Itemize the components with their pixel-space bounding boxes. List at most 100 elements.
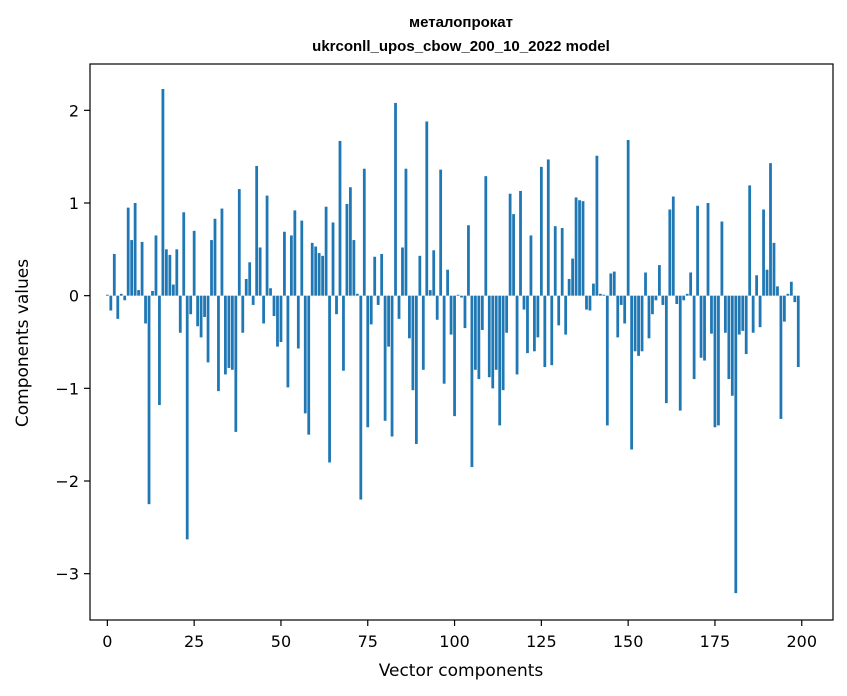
bar xyxy=(369,295,373,325)
bar xyxy=(501,295,505,391)
bar xyxy=(453,295,456,417)
bar xyxy=(189,295,193,315)
bar xyxy=(349,187,352,296)
bar xyxy=(293,210,297,296)
bar xyxy=(116,295,120,319)
plot-frame xyxy=(89,63,834,621)
bar xyxy=(592,283,595,296)
bar xyxy=(373,256,377,296)
bar xyxy=(658,265,661,296)
bar xyxy=(342,295,345,371)
bar xyxy=(394,102,397,296)
bar xyxy=(272,295,276,317)
bar xyxy=(477,295,481,380)
bar xyxy=(435,295,439,320)
bar xyxy=(664,295,668,404)
bar xyxy=(758,295,762,328)
x-axis-label: Vector components xyxy=(379,661,544,681)
bar xyxy=(105,294,109,296)
bar xyxy=(723,295,727,333)
bar xyxy=(772,242,776,296)
bar xyxy=(536,295,540,338)
bar xyxy=(192,230,196,296)
bar xyxy=(206,295,210,363)
bar xyxy=(158,295,161,406)
bar xyxy=(571,258,574,296)
bar xyxy=(331,222,335,296)
bar xyxy=(210,240,213,296)
bar xyxy=(553,226,557,296)
bar xyxy=(470,295,474,468)
bar xyxy=(505,295,509,333)
bar xyxy=(265,195,269,296)
bar xyxy=(244,278,248,296)
bar xyxy=(335,295,338,315)
bar xyxy=(609,273,613,296)
bar xyxy=(217,295,220,392)
bar xyxy=(730,295,734,396)
bar xyxy=(428,290,432,296)
bar xyxy=(397,295,401,319)
bar xyxy=(796,295,800,368)
bar xyxy=(269,288,272,296)
bar xyxy=(421,295,425,370)
bar xyxy=(519,190,522,296)
bar xyxy=(793,295,797,303)
bar xyxy=(616,295,620,338)
bar xyxy=(307,295,311,435)
bar xyxy=(262,295,265,324)
bar xyxy=(480,295,484,330)
bar xyxy=(713,295,717,428)
bar xyxy=(727,295,731,380)
bar xyxy=(324,206,328,296)
bar xyxy=(543,295,547,368)
y-tick-label: −1 xyxy=(55,379,79,398)
bar xyxy=(182,212,186,296)
x-tick-label: 125 xyxy=(526,632,557,651)
bar xyxy=(651,295,654,315)
bar xyxy=(769,163,772,296)
bar xyxy=(321,255,325,296)
bar xyxy=(703,295,706,361)
bar xyxy=(213,218,217,296)
x-tick-label: 0 xyxy=(102,632,112,651)
bar xyxy=(383,295,387,421)
bar xyxy=(467,225,470,296)
bar xyxy=(623,295,627,324)
bar xyxy=(164,249,168,296)
chart-subtitle: ukrconll_upos_cbow_200_10_2022 model xyxy=(312,38,610,55)
bar xyxy=(133,203,137,296)
bar xyxy=(783,295,786,322)
bar xyxy=(675,295,679,305)
bar xyxy=(414,295,418,444)
bar xyxy=(314,246,318,296)
bar xyxy=(640,295,644,352)
bar xyxy=(446,269,449,296)
bar xyxy=(748,185,752,296)
bar xyxy=(487,295,491,378)
bar xyxy=(647,295,651,339)
bar xyxy=(404,168,408,296)
bar xyxy=(776,286,779,296)
bar xyxy=(602,294,606,296)
bar xyxy=(178,295,182,333)
bar xyxy=(140,241,144,296)
bar xyxy=(328,295,331,463)
x-tick-label: 150 xyxy=(613,632,644,651)
bar xyxy=(574,197,578,296)
bar xyxy=(376,295,380,305)
bar xyxy=(387,295,390,347)
bar xyxy=(276,295,279,347)
bar xyxy=(526,295,529,354)
bar xyxy=(633,295,637,352)
bar xyxy=(598,293,602,296)
bar xyxy=(251,295,255,305)
bar xyxy=(439,169,443,296)
bar xyxy=(696,205,699,296)
bar xyxy=(529,235,533,296)
bar xyxy=(352,240,356,296)
bar xyxy=(494,295,498,370)
bar xyxy=(463,295,467,329)
bar xyxy=(557,295,561,326)
bar xyxy=(230,295,234,370)
